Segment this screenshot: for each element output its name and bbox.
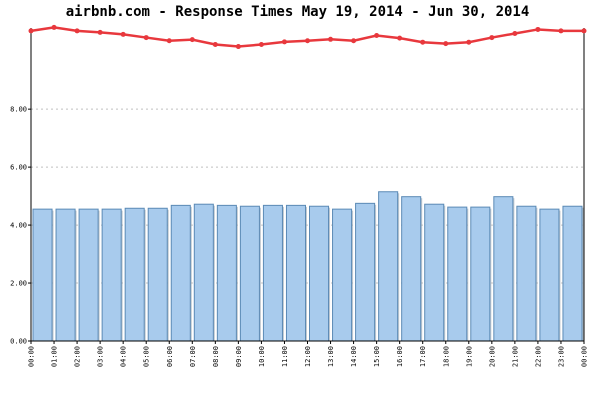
x-tick-label: 12:00 bbox=[304, 346, 312, 367]
bar bbox=[101, 208, 122, 342]
bar bbox=[147, 207, 168, 342]
bar bbox=[193, 203, 214, 342]
x-tick-label: 19:00 bbox=[465, 346, 473, 367]
x-tick-label: 11:00 bbox=[281, 346, 289, 367]
bar bbox=[239, 205, 260, 342]
y-tick-label: 6.00 bbox=[10, 164, 27, 172]
line-point bbox=[74, 28, 80, 34]
x-tick-label: 01:00 bbox=[51, 346, 59, 367]
x-tick-label: 17:00 bbox=[419, 346, 427, 367]
line-point bbox=[281, 39, 287, 45]
line-point bbox=[558, 28, 564, 34]
bar bbox=[262, 204, 283, 342]
x-tick-label: 05:00 bbox=[143, 346, 151, 367]
x-tick-label: 00:00 bbox=[581, 346, 589, 367]
line-point bbox=[189, 37, 195, 43]
y-tick-label: 0.00 bbox=[10, 338, 27, 346]
line-point bbox=[258, 42, 264, 48]
x-tick-label: 13:00 bbox=[327, 346, 335, 367]
line-point bbox=[489, 35, 495, 41]
line-point bbox=[351, 38, 357, 44]
y-tick-label: 8.00 bbox=[10, 106, 27, 114]
chart-title: airbnb.com - Response Times May 19, 2014… bbox=[65, 4, 530, 20]
bar bbox=[332, 208, 353, 342]
y-tick-label: 2.00 bbox=[10, 280, 27, 288]
x-tick-label: 21:00 bbox=[511, 346, 519, 367]
x-tick-label: 03:00 bbox=[97, 346, 105, 367]
line-point bbox=[443, 41, 449, 47]
bar bbox=[78, 208, 99, 342]
bar bbox=[539, 208, 560, 342]
line-point bbox=[235, 44, 241, 50]
x-tick-label: 14:00 bbox=[350, 346, 358, 367]
line-point bbox=[397, 35, 403, 41]
bar-series bbox=[32, 191, 584, 342]
bar bbox=[216, 204, 237, 342]
bar bbox=[55, 208, 76, 342]
line-point bbox=[535, 26, 541, 32]
x-tick-label: 08:00 bbox=[212, 346, 220, 367]
line-point bbox=[581, 28, 587, 34]
line-point bbox=[28, 28, 34, 34]
bar bbox=[424, 203, 445, 342]
bar bbox=[401, 196, 422, 342]
x-tick-label: 07:00 bbox=[189, 346, 197, 367]
line-point bbox=[374, 33, 380, 39]
bar bbox=[470, 206, 491, 342]
line-point bbox=[328, 36, 334, 42]
grid-lines bbox=[31, 108, 584, 284]
line-point bbox=[466, 39, 472, 45]
bar bbox=[447, 206, 468, 342]
bar bbox=[516, 205, 537, 342]
x-tick-label: 20:00 bbox=[488, 346, 496, 367]
x-tick-label: 23:00 bbox=[557, 346, 565, 367]
x-tick-label: 10:00 bbox=[258, 346, 266, 367]
x-tick-label: 02:00 bbox=[74, 346, 82, 367]
line-point bbox=[97, 29, 103, 35]
line-point bbox=[512, 31, 518, 37]
x-tick-label: 09:00 bbox=[235, 346, 243, 367]
line-point bbox=[420, 39, 426, 45]
x-tick-label: 15:00 bbox=[373, 346, 381, 367]
line-point bbox=[166, 38, 172, 44]
y-tick-labels: 0.00 2.00 4.00 6.00 8.00 bbox=[10, 106, 27, 346]
x-tick-label: 16:00 bbox=[396, 346, 404, 367]
line-point bbox=[305, 38, 310, 44]
x-tick-label: 00:00 bbox=[28, 346, 36, 367]
bar bbox=[562, 205, 583, 342]
line-path bbox=[30, 26, 584, 48]
bar bbox=[355, 202, 376, 342]
line-point bbox=[212, 42, 218, 48]
x-tick-label: 04:00 bbox=[120, 346, 128, 367]
bar bbox=[124, 207, 145, 342]
bar bbox=[378, 191, 399, 342]
y-tick-label: 4.00 bbox=[10, 222, 27, 230]
x-tick-label: 22:00 bbox=[534, 346, 542, 367]
line-point bbox=[143, 35, 149, 41]
bar bbox=[309, 205, 330, 342]
line-series bbox=[28, 24, 587, 50]
x-tick-label: 06:00 bbox=[166, 346, 174, 367]
x-tick-label: 18:00 bbox=[442, 346, 450, 367]
bar bbox=[493, 196, 514, 342]
x-tick-labels: 00:00 01:00 02:00 03:00 04:00 05:00 06:00 07:00… bbox=[28, 346, 589, 367]
axes bbox=[28, 28, 585, 344]
bar bbox=[32, 208, 53, 342]
line-point bbox=[120, 31, 126, 37]
bar bbox=[285, 204, 307, 342]
bar bbox=[170, 204, 191, 342]
line-point bbox=[51, 24, 57, 30]
